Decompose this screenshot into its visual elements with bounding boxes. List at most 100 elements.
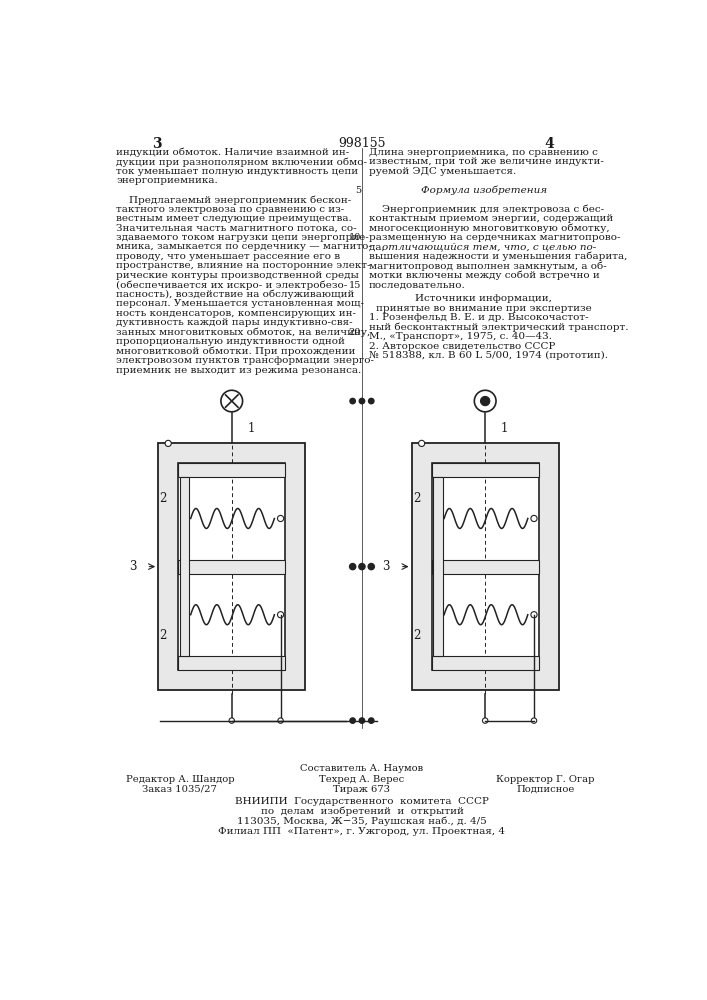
Text: 10: 10: [349, 233, 361, 242]
Text: Значительная часть магнитного потока, со-: Значительная часть магнитного потока, со…: [116, 223, 357, 232]
Text: пространстве, влияние на посторонние элект-: пространстве, влияние на посторонние эле…: [116, 261, 371, 270]
Circle shape: [531, 612, 537, 618]
Text: энергоприемника.: энергоприемника.: [116, 176, 218, 185]
Text: приемник не выходит из режима резонанса.: приемник не выходит из режима резонанса.: [116, 366, 361, 375]
Circle shape: [229, 718, 235, 723]
Circle shape: [481, 396, 490, 406]
Text: Филиал ПП  «Патент», г. Ужгород, ул. Проектная, 4: Филиал ПП «Патент», г. Ужгород, ул. Прое…: [218, 827, 506, 836]
Text: вестным имеет следующие преимущества.: вестным имеет следующие преимущества.: [116, 214, 352, 223]
Text: 15: 15: [349, 281, 361, 290]
Text: по  делам  изобретений  и  открытий: по делам изобретений и открытий: [260, 807, 463, 816]
Text: 3: 3: [152, 137, 161, 151]
Text: пропорциональную индуктивности одной: пропорциональную индуктивности одной: [116, 337, 345, 346]
Text: рические контуры производственной среды: рические контуры производственной среды: [116, 271, 359, 280]
Circle shape: [278, 718, 284, 723]
Bar: [158, 443, 305, 690]
Text: пасность), воздействие на обслуживающий: пасность), воздействие на обслуживающий: [116, 290, 355, 299]
Text: М., «Транспорт», 1975, с. 40—43.: М., «Транспорт», 1975, с. 40—43.: [369, 332, 552, 341]
Text: принятые во внимание при экспертизе: принятые во внимание при экспертизе: [375, 304, 592, 313]
Text: дуктивность каждой пары индуктивно-свя-: дуктивность каждой пары индуктивно-свя-: [116, 318, 353, 327]
Circle shape: [482, 718, 488, 723]
Text: 998155: 998155: [338, 137, 386, 150]
Text: проводу, что уменьшает рассеяние его в: проводу, что уменьшает рассеяние его в: [116, 252, 340, 261]
Text: Редактор А. Шандор: Редактор А. Шандор: [126, 774, 234, 784]
Text: 113035, Москва, Ж−35, Раушская наб., д. 4/5: 113035, Москва, Ж−35, Раушская наб., д. …: [237, 817, 487, 826]
Text: ный бесконтактный электрический транспорт.: ный бесконтактный электрический транспор…: [369, 323, 629, 332]
Text: мотки включены между собой встречно и: мотки включены между собой встречно и: [369, 271, 600, 280]
Circle shape: [359, 564, 365, 570]
Text: ток уменьшает полную индуктивность цепи: ток уменьшает полную индуктивность цепи: [116, 167, 358, 176]
Text: персонал. Уменьшается установленная мощ-: персонал. Уменьшается установленная мощ-: [116, 299, 364, 308]
Bar: [432, 560, 539, 574]
Text: индукции обмоток. Наличие взаимной ин-: индукции обмоток. Наличие взаимной ин-: [116, 148, 349, 157]
Text: (обеспечивается их искро- и электробезо-: (обеспечивается их искро- и электробезо-: [116, 280, 348, 290]
Text: ность конденсаторов, компенсирующих ин-: ность конденсаторов, компенсирующих ин-: [116, 309, 356, 318]
Text: 2: 2: [160, 492, 167, 505]
Bar: [178, 463, 285, 670]
Text: 5: 5: [355, 186, 361, 195]
Circle shape: [359, 718, 365, 723]
Text: Энергоприемник для электровоза с бес-: Энергоприемник для электровоза с бес-: [369, 205, 604, 214]
Text: Заказ 1035/27: Заказ 1035/27: [142, 785, 217, 794]
Bar: [411, 443, 559, 690]
Text: 1. Розенфельд В. Е. и др. Высокочастот-: 1. Розенфельд В. Е. и др. Высокочастот-: [369, 313, 588, 322]
Circle shape: [350, 718, 356, 723]
Circle shape: [474, 390, 496, 412]
Circle shape: [368, 398, 374, 404]
Text: контактным приемом энергии, содержащий: контактным приемом энергии, содержащий: [369, 214, 613, 223]
Text: здаваемого током нагрузки цепи энергоприе-: здаваемого током нагрузки цепи энергопри…: [116, 233, 369, 242]
Text: 2: 2: [160, 629, 167, 642]
Text: Техред А. Верес: Техред А. Верес: [320, 774, 404, 784]
Text: 2: 2: [413, 492, 421, 505]
Circle shape: [277, 515, 284, 522]
Text: руемой ЭДС уменьшается.: руемой ЭДС уменьшается.: [369, 167, 516, 176]
Text: Предлагаемый энергоприемник бескон-: Предлагаемый энергоприемник бескон-: [116, 195, 351, 205]
Text: дукции при разнополярном включении обмо-: дукции при разнополярном включении обмо-: [116, 157, 367, 167]
Circle shape: [359, 398, 365, 404]
Bar: [178, 656, 285, 670]
Text: да,: да,: [369, 242, 388, 251]
Text: мника, замыкается по сердечнику — магнито-: мника, замыкается по сердечнику — магнит…: [116, 242, 372, 251]
Text: Формула изобретения: Формула изобретения: [421, 186, 547, 195]
Text: магнитопровод выполнен замкнутым, а об-: магнитопровод выполнен замкнутым, а об-: [369, 261, 607, 271]
Circle shape: [221, 390, 243, 412]
Text: занных многовитковых обмоток, на величину,: занных многовитковых обмоток, на величин…: [116, 328, 370, 337]
Bar: [178, 463, 285, 477]
Circle shape: [368, 718, 374, 723]
Text: известным, при той же величине индукти-: известным, при той же величине индукти-: [369, 157, 604, 166]
Circle shape: [350, 398, 356, 404]
Text: Тираж 673: Тираж 673: [334, 785, 390, 794]
Circle shape: [349, 564, 356, 570]
Text: вышения надежности и уменьшения габарита,: вышения надежности и уменьшения габарита…: [369, 252, 627, 261]
Text: 2. Авторское свидетельство СССР: 2. Авторское свидетельство СССР: [369, 342, 555, 351]
Circle shape: [531, 515, 537, 522]
Bar: [178, 560, 285, 574]
Bar: [180, 477, 189, 656]
Text: Корректор Г. Огар: Корректор Г. Огар: [496, 774, 595, 784]
Text: последовательно.: последовательно.: [369, 280, 466, 289]
Text: многосекционную многовитковую обмотку,: многосекционную многовитковую обмотку,: [369, 223, 609, 233]
Circle shape: [277, 612, 284, 618]
Text: 1: 1: [501, 422, 508, 435]
Circle shape: [531, 718, 537, 723]
Text: многовитковой обмотки. При прохождении: многовитковой обмотки. При прохождении: [116, 347, 356, 356]
Text: тактного электровоза по сравнению с из-: тактного электровоза по сравнению с из-: [116, 205, 344, 214]
Text: Подписное: Подписное: [516, 785, 575, 794]
Circle shape: [368, 564, 374, 570]
Text: размещенную на сердечниках магнитопрово-: размещенную на сердечниках магнитопрово-: [369, 233, 621, 242]
Text: электровозом пунктов трансформации энерго-: электровозом пунктов трансформации энерг…: [116, 356, 374, 365]
Bar: [432, 463, 539, 477]
Text: Составитель А. Наумов: Составитель А. Наумов: [300, 764, 423, 773]
Text: 2: 2: [413, 629, 421, 642]
Text: отличающийся тем, что, с целью по-: отличающийся тем, что, с целью по-: [382, 242, 596, 251]
Bar: [432, 463, 539, 670]
Circle shape: [165, 440, 171, 446]
Text: Длина энергоприемника, по сравнению с: Длина энергоприемника, по сравнению с: [369, 148, 598, 157]
Text: Источники информации,: Источники информации,: [415, 294, 552, 303]
Text: 3: 3: [129, 560, 136, 573]
Text: 4: 4: [544, 137, 554, 151]
Text: № 518388, кл. В 60 L 5/00, 1974 (прототип).: № 518388, кл. В 60 L 5/00, 1974 (прототи…: [369, 351, 608, 360]
Text: 1: 1: [247, 422, 255, 435]
Text: 3: 3: [382, 560, 390, 573]
Bar: [433, 477, 443, 656]
